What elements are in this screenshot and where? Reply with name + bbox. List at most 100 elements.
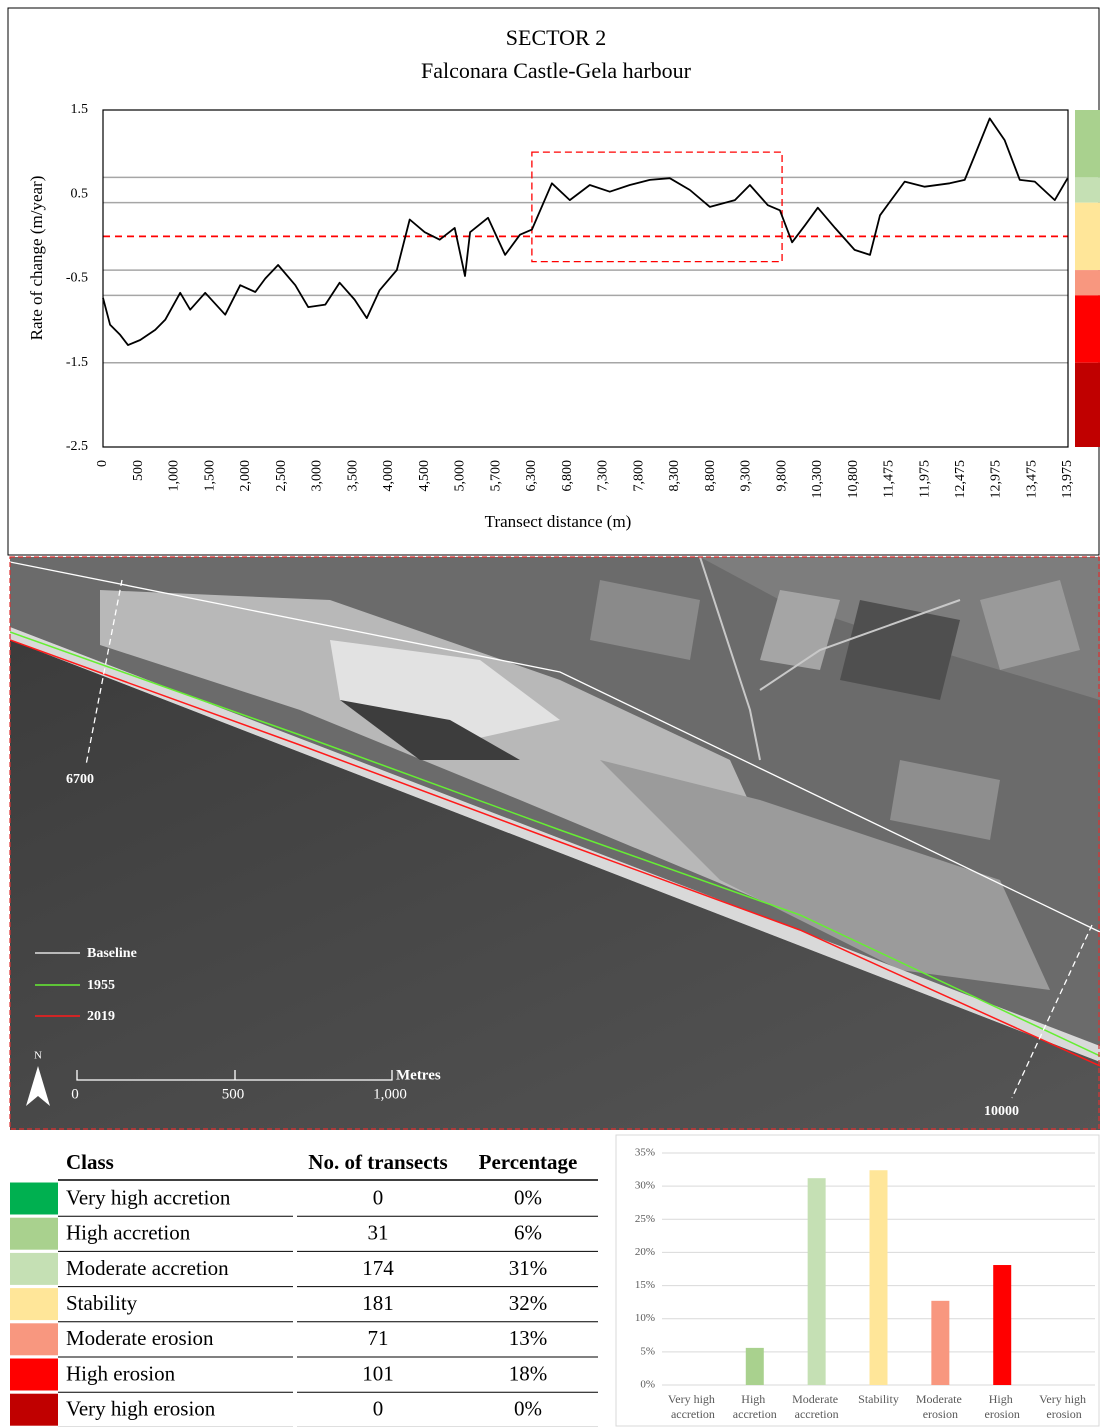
table-cell: High erosion bbox=[66, 1361, 176, 1385]
table-header: Class bbox=[66, 1150, 114, 1174]
y-tick-label: 25% bbox=[635, 1213, 655, 1225]
x-axis-label: Transect distance (m) bbox=[485, 512, 632, 531]
x-tick-label: 5,000 bbox=[453, 460, 468, 492]
table-cell: 0 bbox=[373, 1185, 384, 1209]
class-swatch bbox=[10, 1323, 58, 1356]
map-frame bbox=[9, 556, 1100, 1130]
class-color-band bbox=[1075, 270, 1100, 296]
class-swatch bbox=[10, 1182, 58, 1215]
x-tick-label: 5,700 bbox=[488, 460, 503, 492]
table-cell: 13% bbox=[509, 1326, 548, 1350]
north-arrow bbox=[26, 1066, 50, 1106]
shoreline-1955 bbox=[10, 631, 1100, 1057]
y-tick-label: 10% bbox=[635, 1312, 655, 1324]
chart-title: SECTOR 2 bbox=[506, 25, 606, 50]
x-tick-label: 12,975 bbox=[989, 460, 1004, 499]
table-cell: 31 bbox=[368, 1221, 389, 1245]
y-tick-label: 1.5 bbox=[71, 102, 89, 117]
table-cell: 6% bbox=[514, 1221, 542, 1245]
bar bbox=[931, 1300, 950, 1385]
y-tick-label: 30% bbox=[635, 1180, 655, 1192]
x-tick-label: 13,475 bbox=[1024, 460, 1039, 499]
x-tick-label: Very high erosion bbox=[1039, 1392, 1089, 1421]
x-tick-label: 11,975 bbox=[917, 460, 932, 498]
class-swatch bbox=[10, 1252, 58, 1285]
table-header: Percentage bbox=[479, 1150, 578, 1174]
transect-label: 10000 bbox=[984, 1104, 1019, 1119]
y-tick-label: 35% bbox=[635, 1147, 655, 1159]
bar bbox=[745, 1347, 764, 1385]
field bbox=[840, 600, 960, 700]
x-tick-label: Very high accretion bbox=[668, 1392, 718, 1421]
label-line: Very high bbox=[668, 1392, 718, 1406]
aerial-map: 6700 10000 Baseline 1955 2019 N 0 500 1,… bbox=[10, 557, 1100, 1130]
field bbox=[890, 760, 1000, 840]
class-color-band bbox=[1075, 177, 1100, 203]
x-tick-label: Stability bbox=[858, 1392, 899, 1406]
chart-subtitle: Falconara Castle-Gela harbour bbox=[421, 58, 692, 83]
table-header: No. of transects bbox=[308, 1150, 447, 1174]
settlement bbox=[600, 760, 1050, 990]
scale-label: 0 bbox=[71, 1086, 79, 1102]
table-cell: High accretion bbox=[66, 1221, 191, 1245]
data-line bbox=[102, 117, 1069, 346]
class-swatch bbox=[10, 1358, 58, 1391]
legend-label: Baseline bbox=[87, 946, 137, 961]
legend-label: 1955 bbox=[87, 978, 115, 993]
x-tick-label: 6,300 bbox=[524, 460, 539, 492]
table-cell: 18% bbox=[509, 1361, 548, 1385]
road bbox=[699, 557, 761, 761]
transect-label: 6700 bbox=[66, 772, 94, 787]
x-tick-label: 7,800 bbox=[631, 460, 646, 492]
y-tick-label: 20% bbox=[635, 1246, 655, 1258]
x-tick-label: 3,000 bbox=[310, 460, 325, 492]
x-tick-label: 10,300 bbox=[810, 460, 825, 499]
table-cell: 71 bbox=[368, 1326, 389, 1350]
table-cell: Very high accretion bbox=[66, 1185, 231, 1209]
beach bbox=[10, 627, 1100, 1062]
transect-line bbox=[85, 579, 123, 766]
x-tick-label: 12,475 bbox=[953, 460, 968, 499]
x-tick-label: 500 bbox=[131, 460, 146, 481]
highlight-box bbox=[531, 151, 783, 263]
y-tick-label: 0% bbox=[640, 1379, 655, 1391]
label-line: accretion bbox=[733, 1407, 777, 1421]
y-tick-label: 0.5 bbox=[71, 186, 89, 201]
y-tick-label: -0.5 bbox=[66, 271, 88, 286]
x-tick-label: 1,500 bbox=[202, 460, 217, 492]
x-tick-label: Moderate erosion bbox=[916, 1392, 965, 1421]
table-cell: 181 bbox=[362, 1291, 394, 1315]
label-line: accretion bbox=[671, 1407, 715, 1421]
table-cell: 31% bbox=[509, 1256, 548, 1280]
class-color-band bbox=[1075, 110, 1100, 178]
bar bbox=[807, 1178, 826, 1385]
class-color-band bbox=[1075, 295, 1100, 363]
scale-label: 1,000 bbox=[373, 1086, 407, 1102]
x-tick-label: 2,000 bbox=[238, 460, 253, 492]
scale-unit: Metres bbox=[396, 1067, 441, 1083]
x-tick-label: 9,800 bbox=[774, 460, 789, 492]
shoreline-2019 bbox=[10, 639, 1100, 1067]
x-tick-label: 13,975 bbox=[1060, 460, 1075, 499]
x-tick-label: 0 bbox=[95, 460, 110, 467]
class-color-band bbox=[1075, 362, 1100, 447]
bar-chart-panel bbox=[615, 1134, 1100, 1427]
x-tick-label: High accretion bbox=[733, 1392, 777, 1421]
table-cell: 0 bbox=[373, 1397, 384, 1421]
x-tick-label: 11,475 bbox=[882, 460, 897, 498]
x-tick-label: Moderate accretion bbox=[792, 1392, 841, 1421]
table-cell: 0% bbox=[514, 1397, 542, 1421]
x-tick-label: 9,300 bbox=[739, 460, 754, 492]
table-cell: 101 bbox=[362, 1361, 394, 1385]
north-label: N bbox=[34, 1050, 42, 1062]
table-cell: 32% bbox=[509, 1291, 548, 1315]
field bbox=[590, 580, 700, 660]
table-cell: Moderate accretion bbox=[66, 1256, 229, 1280]
y-tick-label: -1.5 bbox=[66, 355, 88, 370]
chart-panel bbox=[7, 7, 1100, 556]
class-swatch bbox=[10, 1393, 58, 1426]
x-tick-label: 6,800 bbox=[560, 460, 575, 492]
line-chart: -2.5 -1.5 -0.5 0.5 1.5 0 500 1,000 1,500 2,000 2,5… bbox=[66, 102, 1100, 499]
